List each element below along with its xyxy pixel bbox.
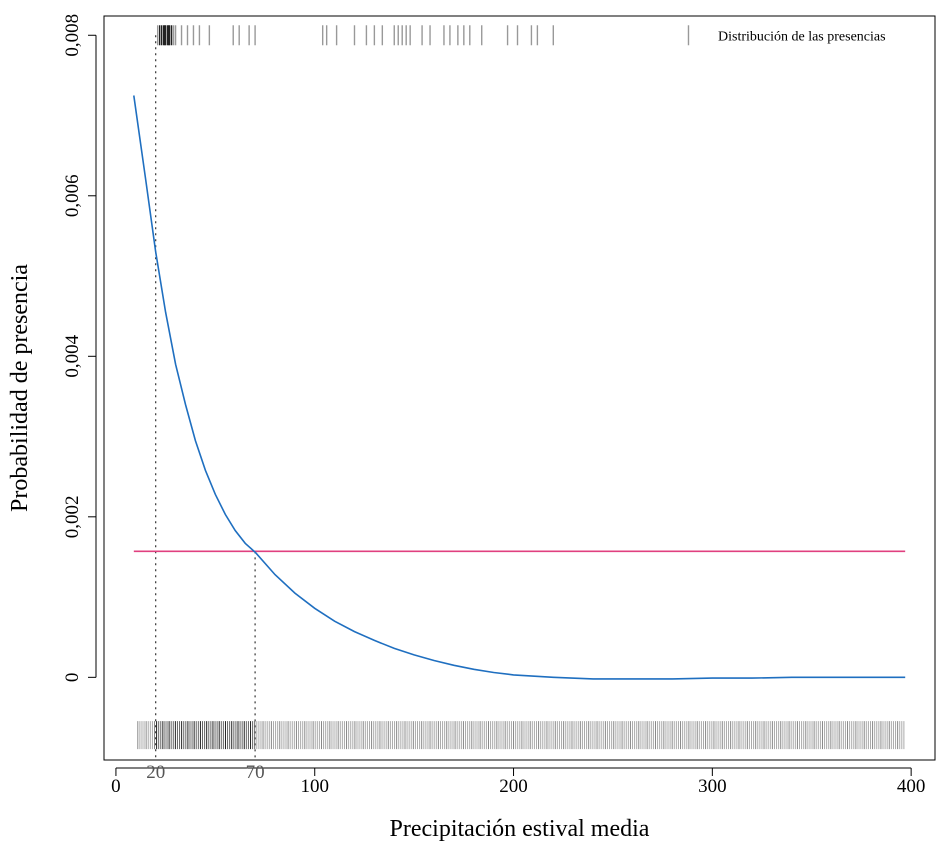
y-tick-label: 0,008: [62, 14, 83, 57]
plot-frame: [103, 15, 936, 761]
x-tick-label: 400: [897, 776, 926, 797]
x-ref-tick-label: 70: [246, 762, 265, 783]
presence-rug-label: Distribución de las presencias: [718, 29, 886, 44]
x-tick-label: 0: [111, 776, 121, 797]
y-tick-label: 0: [62, 673, 83, 683]
y-tick-label: 0,002: [62, 495, 83, 538]
x-tick-label: 200: [499, 776, 528, 797]
y-axis-title: Probabilidad de presencia: [7, 264, 33, 512]
x-tick-label: 100: [300, 776, 329, 797]
y-tick-label: 0,006: [62, 174, 83, 217]
x-axis-title: Precipitación estival media: [390, 816, 650, 842]
x-ref-tick-label: 20: [146, 762, 165, 783]
probability-curve: [133, 95, 906, 680]
reference-lines: [155, 35, 256, 760]
absence-rug: [137, 721, 905, 750]
presence-rug: [156, 25, 690, 46]
axes-group: 0 100 200 300 400 20 70 0 0,002 0,004 0,006 0,008: [62, 14, 925, 797]
y-tick-label: 0,004: [62, 334, 83, 377]
x-tick-label: 300: [698, 776, 727, 797]
series-group: [133, 95, 906, 680]
